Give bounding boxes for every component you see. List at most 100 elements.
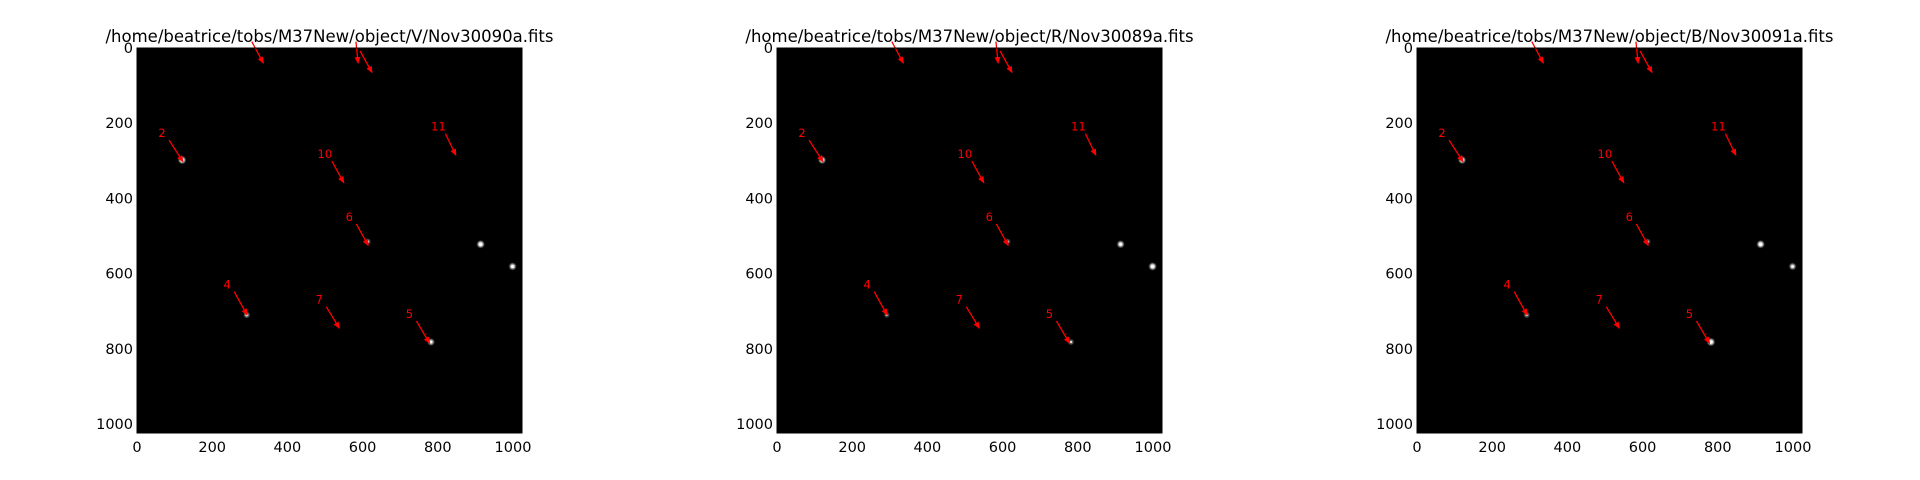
annotation-arrow-5 — [1611, 160, 1625, 184]
image-panel-1: /home/beatrice/tobs/M37New/object/V/Nov3… — [96, 27, 553, 456]
image-background — [1417, 48, 1802, 433]
annotation-label-7: 7 — [1596, 293, 1603, 307]
annotation-label-5: 5 — [1686, 307, 1693, 321]
y-tick-label: 800 — [1385, 342, 1413, 358]
star-2 — [1119, 242, 1123, 246]
y-tick-label: 600 — [105, 267, 133, 283]
axes-frame — [136, 47, 523, 434]
y-tick-label: 400 — [1385, 191, 1413, 207]
y-tick-label: 1000 — [736, 417, 773, 433]
annotation-arrow-8 — [873, 291, 888, 316]
x-tick-label: 800 — [1064, 440, 1092, 456]
annotation-arrow-9 — [325, 306, 340, 329]
star-5 — [429, 340, 433, 344]
annotation-label-11: 11 — [1711, 120, 1726, 134]
panel-title: /home/beatrice/tobs/M37New/object/V/Nov3… — [106, 27, 554, 46]
annotation-label-10: 10 — [318, 147, 333, 161]
annotation-label-10: 10 — [1598, 147, 1613, 161]
x-tick-label: 200 — [838, 440, 866, 456]
x-tick-label: 200 — [1478, 440, 1506, 456]
annotation-arrow-6 — [1724, 133, 1737, 157]
star-3 — [1791, 264, 1795, 268]
annotation-arrow-2 — [354, 41, 361, 65]
x-tick-label: 1000 — [1135, 440, 1172, 456]
x-tick-label: 400 — [1554, 440, 1582, 456]
star-5 — [1709, 340, 1713, 344]
x-tick-label: 800 — [424, 440, 452, 456]
panel-title: /home/beatrice/tobs/M37New/object/B/Nov3… — [1385, 27, 1833, 46]
star-3 — [511, 264, 515, 269]
annotation-label-10: 10 — [958, 147, 973, 161]
y-tick-label: 1000 — [1376, 417, 1413, 433]
annotation-label-4: 4 — [863, 278, 870, 292]
annotation-arrow-4 — [168, 139, 184, 163]
x-tick-label: 400 — [914, 440, 942, 456]
annotation-arrow-4 — [808, 139, 824, 163]
annotation-label-7: 7 — [956, 293, 963, 307]
x-tick-label: 1000 — [495, 440, 532, 456]
annotation-label-2: 2 — [1438, 126, 1445, 140]
annotation-arrow-9 — [1605, 306, 1620, 329]
annotation-arrow-6 — [444, 133, 457, 157]
annotation-arrow-2 — [994, 41, 1001, 65]
annotation-label-2: 2 — [158, 126, 165, 140]
annotation-arrow-4 — [1448, 139, 1464, 163]
x-tick-label: 600 — [1629, 440, 1657, 456]
star-2 — [1758, 242, 1763, 246]
y-tick-label: 0 — [124, 41, 133, 57]
y-tick-label: 600 — [1385, 267, 1413, 283]
annotation-arrow-8 — [233, 291, 248, 316]
star-2 — [478, 242, 483, 246]
annotation-arrow-2 — [1634, 41, 1641, 65]
annotation-label-11: 11 — [431, 120, 446, 134]
panel-title: /home/beatrice/tobs/M37New/object/R/Nov3… — [745, 27, 1193, 46]
y-tick-label: 600 — [745, 267, 773, 283]
annotation-arrow-3 — [359, 50, 373, 74]
annotation-arrow-10 — [415, 320, 431, 345]
y-tick-label: 1000 — [96, 417, 133, 433]
y-tick-label: 200 — [745, 116, 773, 132]
y-tick-label: 400 — [105, 191, 133, 207]
annotation-arrow-6 — [1084, 133, 1097, 157]
y-tick-label: 0 — [764, 41, 773, 57]
x-tick-label: 600 — [989, 440, 1017, 456]
x-tick-label: 0 — [772, 440, 781, 456]
annotation-label-2: 2 — [798, 126, 805, 140]
y-tick-label: 800 — [745, 342, 773, 358]
annotation-arrow-8 — [1513, 291, 1528, 316]
x-tick-label: 0 — [1412, 440, 1421, 456]
annotation-label-11: 11 — [1071, 120, 1086, 134]
annotation-label-5: 5 — [1046, 307, 1053, 321]
image-panel-2: /home/beatrice/tobs/M37New/object/R/Nov3… — [736, 27, 1193, 456]
annotation-arrow-5 — [971, 160, 985, 184]
x-tick-label: 0 — [132, 440, 141, 456]
annotation-arrow-1 — [251, 41, 264, 64]
x-tick-label: 400 — [274, 440, 302, 456]
y-tick-label: 200 — [105, 116, 133, 132]
annotation-label-6: 6 — [346, 210, 353, 224]
y-tick-label: 800 — [105, 342, 133, 358]
star-5 — [1069, 340, 1073, 344]
annotation-arrow-1 — [891, 41, 904, 64]
y-tick-label: 200 — [1385, 116, 1413, 132]
annotation-arrow-10 — [1055, 320, 1071, 345]
annotation-arrow-7 — [355, 223, 369, 247]
annotation-arrow-3 — [999, 50, 1013, 74]
annotation-arrow-10 — [1695, 320, 1711, 345]
annotation-arrow-5 — [331, 160, 345, 184]
annotation-label-6: 6 — [986, 210, 993, 224]
y-tick-label: 0 — [1404, 41, 1413, 57]
annotation-label-5: 5 — [406, 307, 413, 321]
annotation-arrow-7 — [995, 223, 1009, 247]
image-background — [137, 48, 522, 433]
x-tick-label: 1000 — [1775, 440, 1812, 456]
x-tick-label: 200 — [198, 440, 226, 456]
annotation-label-4: 4 — [223, 278, 230, 292]
y-tick-label: 400 — [745, 191, 773, 207]
annotation-arrow-7 — [1635, 223, 1649, 247]
annotation-label-6: 6 — [1626, 210, 1633, 224]
annotation-label-7: 7 — [316, 293, 323, 307]
x-tick-label: 600 — [349, 440, 377, 456]
star-3 — [1150, 264, 1155, 269]
